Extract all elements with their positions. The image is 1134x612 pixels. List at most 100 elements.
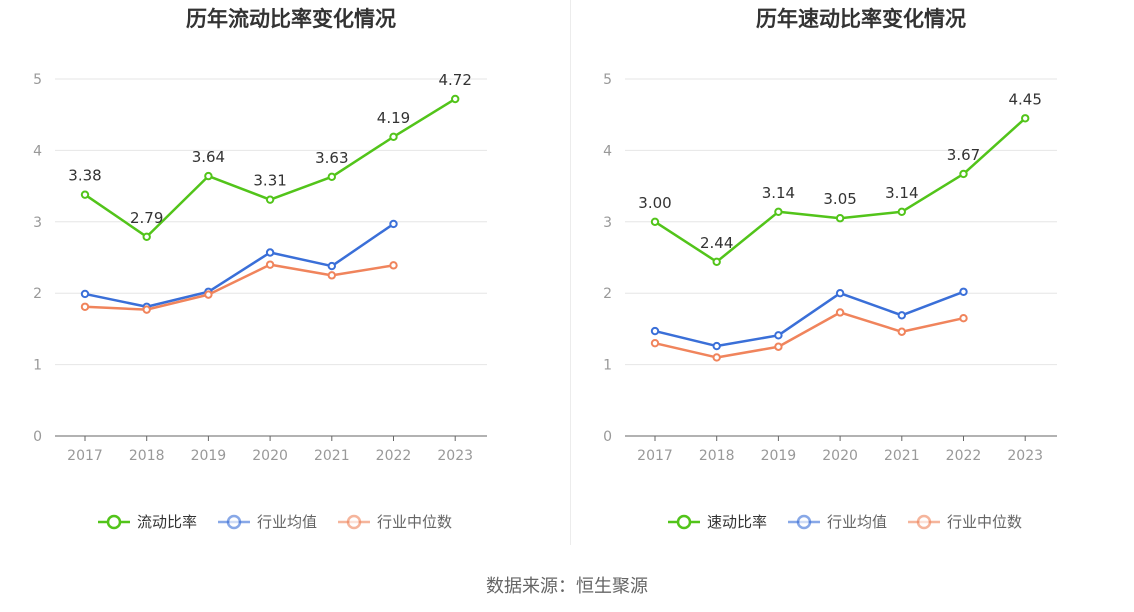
- y-tick-label: 3: [33, 215, 42, 231]
- data-label: 3.14: [885, 184, 918, 202]
- legend-item[interactable]: 速动比率: [668, 513, 767, 531]
- data-point: [712, 257, 721, 266]
- data-label: 3.05: [823, 190, 856, 208]
- x-tick-label: 2018: [699, 448, 735, 464]
- data-point: [142, 305, 151, 314]
- x-tick-label: 2022: [376, 448, 412, 464]
- chart-title: 历年速动比率变化情况: [756, 7, 966, 31]
- data-point: [774, 331, 783, 340]
- data-label: 3.38: [68, 167, 101, 185]
- data-point: [774, 207, 783, 217]
- series-line-1: [654, 290, 964, 348]
- legend-label: 行业均值: [257, 513, 317, 531]
- chart-title: 历年流动比率变化情况: [186, 7, 396, 31]
- data-label: 2.79: [130, 209, 163, 227]
- x-tick-label: 2021: [314, 448, 350, 464]
- legend-item[interactable]: 行业中位数: [338, 513, 452, 531]
- data-source-footer: 数据来源：恒生聚源: [486, 576, 648, 597]
- series-line-2: [654, 311, 964, 359]
- data-point: [80, 289, 90, 299]
- data-point: [204, 171, 213, 181]
- legend-label: 行业中位数: [377, 513, 452, 531]
- data-point: [204, 290, 213, 299]
- legend-item[interactable]: 行业中位数: [908, 513, 1022, 531]
- y-tick-label: 4: [33, 143, 42, 159]
- data-point: [650, 326, 660, 336]
- y-tick-label: 5: [603, 72, 612, 88]
- y-tick-label: 3: [603, 215, 612, 231]
- y-tick-label: 1: [603, 358, 612, 374]
- legend-label: 速动比率: [707, 513, 767, 531]
- y-tick-label: 5: [33, 72, 42, 88]
- legend-label: 行业均值: [827, 513, 887, 531]
- quick-ratio-chart: 历年速动比率变化情况 0 1 2 3 4 5 2017 2018 2019 2020 2021 2022…: [603, 7, 1057, 531]
- data-label: 4.72: [438, 71, 471, 89]
- y-tick-label: 4: [603, 143, 612, 159]
- data-point: [265, 260, 275, 269]
- data-point: [712, 341, 721, 351]
- y-tick-label: 2: [33, 286, 42, 302]
- data-point: [959, 313, 968, 323]
- legend-marker-icon: [346, 514, 362, 530]
- data-point: [959, 169, 968, 179]
- data-label: 3.31: [253, 172, 286, 190]
- data-point: [835, 214, 845, 223]
- legend-item[interactable]: 流动比率: [98, 513, 197, 531]
- legend-marker-icon: [106, 514, 122, 530]
- current-ratio-chart: 历年流动比率变化情况 0 1 2 3 4 5 2017 2018 2019 2020 2021 2022…: [33, 7, 487, 531]
- x-tick-label: 2020: [822, 448, 858, 464]
- legend-marker-icon: [916, 514, 932, 530]
- data-point: [80, 302, 90, 311]
- data-label: 3.63: [315, 149, 348, 167]
- y-tick-label: 2: [603, 286, 612, 302]
- legend-marker-icon: [676, 514, 692, 530]
- data-point: [327, 261, 336, 271]
- legend-item[interactable]: 行业均值: [218, 513, 317, 531]
- data-point: [389, 261, 398, 270]
- legend-marker-icon: [226, 514, 242, 530]
- data-point: [1021, 114, 1030, 123]
- data-label: 2.44: [700, 234, 733, 252]
- data-point: [650, 217, 660, 227]
- data-label: 4.45: [1008, 90, 1041, 108]
- y-tick-label: 0: [33, 429, 42, 445]
- data-point: [712, 353, 721, 362]
- data-label: 4.19: [377, 109, 410, 127]
- data-point: [389, 219, 398, 229]
- x-tick-label: 2023: [437, 448, 473, 464]
- x-tick-label: 2023: [1007, 448, 1043, 464]
- data-label: 3.67: [947, 146, 980, 164]
- x-tick-label: 2018: [129, 448, 165, 464]
- legend-label: 行业中位数: [947, 513, 1022, 531]
- data-point: [142, 232, 151, 241]
- x-tick-label: 2020: [252, 448, 288, 464]
- x-tick-label: 2021: [884, 448, 920, 464]
- data-point: [80, 190, 90, 199]
- data-point: [451, 94, 460, 104]
- data-label: 3.64: [192, 148, 225, 166]
- data-point: [650, 338, 660, 348]
- data-point: [265, 248, 275, 257]
- x-tick-label: 2019: [191, 448, 227, 464]
- data-point: [835, 289, 845, 298]
- data-point: [389, 132, 398, 142]
- y-tick-label: 1: [33, 358, 42, 374]
- data-point: [774, 342, 783, 351]
- x-tick-label: 2022: [946, 448, 982, 464]
- legend-marker-icon: [796, 514, 812, 530]
- chart-divider: [570, 0, 571, 545]
- data-point: [897, 311, 906, 320]
- x-tick-label: 2019: [761, 448, 797, 464]
- data-point: [327, 271, 336, 280]
- data-point: [327, 172, 336, 182]
- legend-item[interactable]: 行业均值: [788, 513, 887, 531]
- x-tick-label: 2017: [637, 448, 673, 464]
- y-tick-label: 0: [603, 429, 612, 445]
- data-point: [897, 327, 906, 336]
- data-point: [835, 308, 845, 317]
- data-label: 3.00: [638, 194, 671, 212]
- data-label: 3.14: [762, 184, 795, 202]
- series-line-1: [84, 222, 395, 309]
- series-line-2: [84, 263, 394, 311]
